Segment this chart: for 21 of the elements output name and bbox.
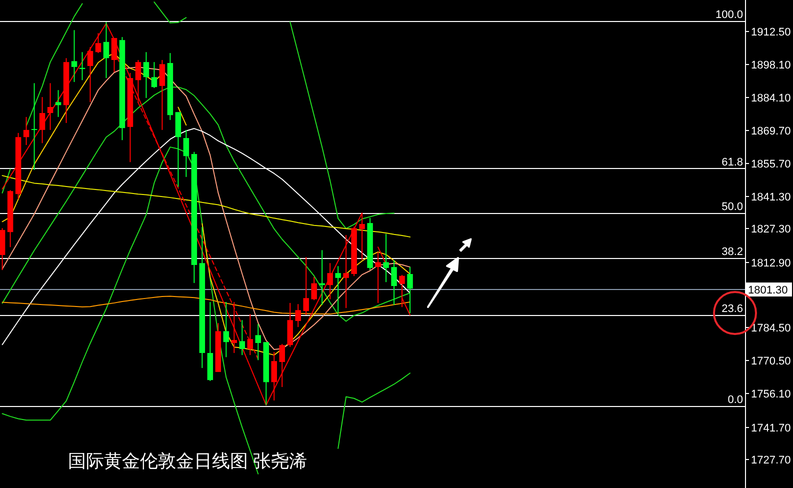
annotation: 100.0 <box>715 8 743 21</box>
y-tick-label: 1869.70 <box>751 126 791 138</box>
y-tick-label: 1912.50 <box>751 26 791 38</box>
y-tick-label: 1741.70 <box>751 422 791 434</box>
y-tick-label: 1827.30 <box>751 224 791 236</box>
y-tick-label: 1884.10 <box>751 92 791 104</box>
y-tick-label: 1756.10 <box>751 388 791 400</box>
annotation: 38.2 <box>722 246 743 258</box>
y-tick-label: 1812.90 <box>751 258 791 270</box>
y-tick-label: 1898.10 <box>751 60 791 72</box>
text: 国际黄金伦敦金日线图 张尧浠 <box>68 451 308 471</box>
annotation: 61.8 <box>722 156 743 168</box>
ref-line-label: 1801.30 <box>748 284 788 296</box>
y-tick-label: 1855.70 <box>751 158 791 170</box>
y-tick-label: 1727.70 <box>751 454 791 466</box>
y-tick-label: 1784.50 <box>751 322 791 334</box>
y-tick-label: 1841.30 <box>751 192 791 204</box>
annotation: 0.0 <box>728 394 743 406</box>
annotation: 23.6 <box>722 303 743 316</box>
annotation: 50.0 <box>722 201 743 214</box>
y-tick-label: 1770.50 <box>751 356 791 368</box>
